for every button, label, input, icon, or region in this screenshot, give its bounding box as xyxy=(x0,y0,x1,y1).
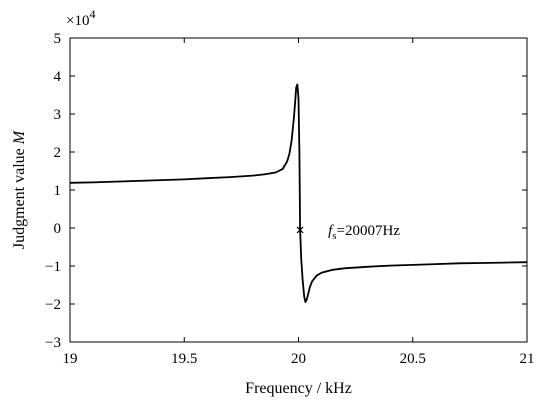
x-tick-label: 21 xyxy=(520,351,535,367)
y-multiplier: ×104 xyxy=(66,7,95,29)
x-axis-title: Frequency / kHz xyxy=(245,380,352,397)
y-multiplier-base: ×10 xyxy=(66,13,89,29)
x-tick-label: 20.5 xyxy=(400,351,426,367)
marker-label-subscript: s xyxy=(332,230,336,242)
y-multiplier-exponent: 4 xyxy=(89,7,95,21)
y-tick-label: −3 xyxy=(45,335,61,351)
y-axis-title-variable: M xyxy=(11,129,28,145)
marker-point xyxy=(296,226,304,234)
y-axis-title-text: Judgment value xyxy=(11,144,28,249)
plot-frame xyxy=(69,37,528,343)
y-tick-label: 2 xyxy=(54,145,62,161)
marker-label: fs=20007Hz xyxy=(328,223,400,242)
ticks-layer xyxy=(69,37,528,343)
y-tick-label: 1 xyxy=(54,183,62,199)
marker-label-value: =20007Hz xyxy=(337,223,401,239)
y-tick-label: 5 xyxy=(54,31,62,47)
y-axis-title: Judgment value M xyxy=(11,129,28,249)
tick-labels-layer: 19 19.5 20 20.5 21 −3 −2 −1 0 1 2 3 4 5 xyxy=(45,31,534,367)
x-tick-label: 19.5 xyxy=(171,351,197,367)
marker-layer xyxy=(296,226,304,234)
y-tick-label: 3 xyxy=(54,107,62,123)
marker-label-base: f xyxy=(328,223,334,239)
y-tick-label: −1 xyxy=(45,259,61,275)
y-tick-label: 0 xyxy=(54,221,62,237)
x-tick-label: 20 xyxy=(291,351,306,367)
y-tick-label: −2 xyxy=(45,297,61,313)
y-tick-label: 4 xyxy=(54,69,62,85)
series-line xyxy=(69,83,528,303)
x-tick-label: 19 xyxy=(63,351,78,367)
